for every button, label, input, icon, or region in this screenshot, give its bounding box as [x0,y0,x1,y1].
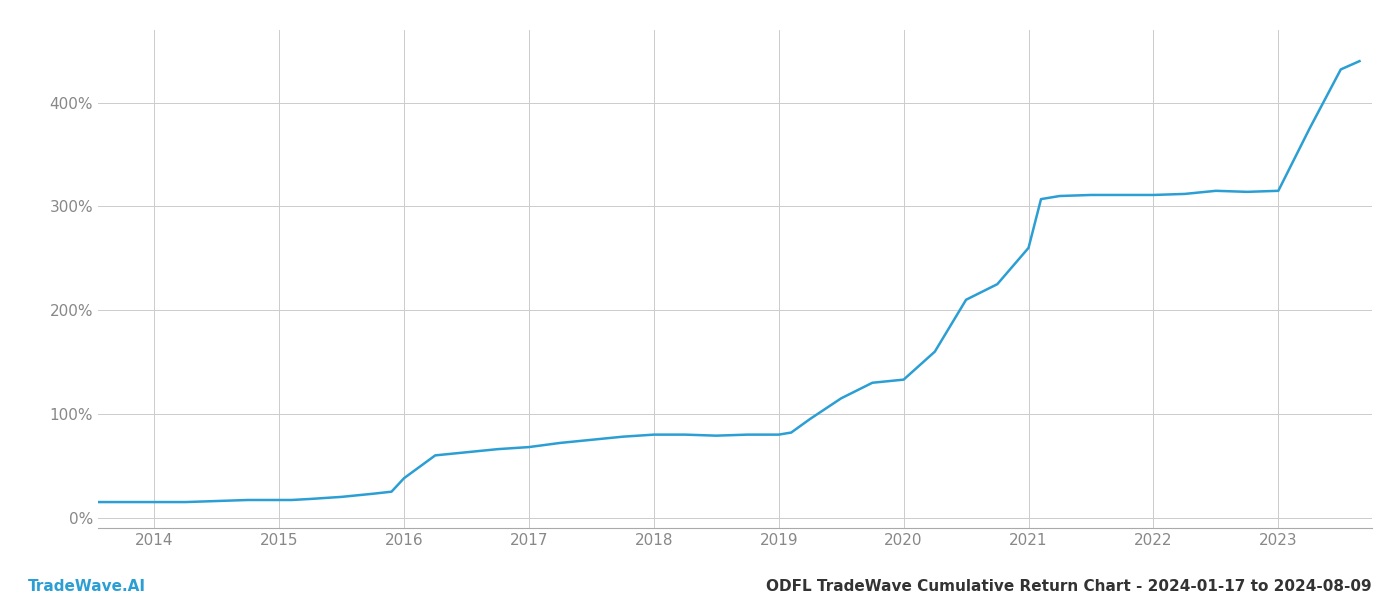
Text: TradeWave.AI: TradeWave.AI [28,579,146,594]
Text: ODFL TradeWave Cumulative Return Chart - 2024-01-17 to 2024-08-09: ODFL TradeWave Cumulative Return Chart -… [766,579,1372,594]
